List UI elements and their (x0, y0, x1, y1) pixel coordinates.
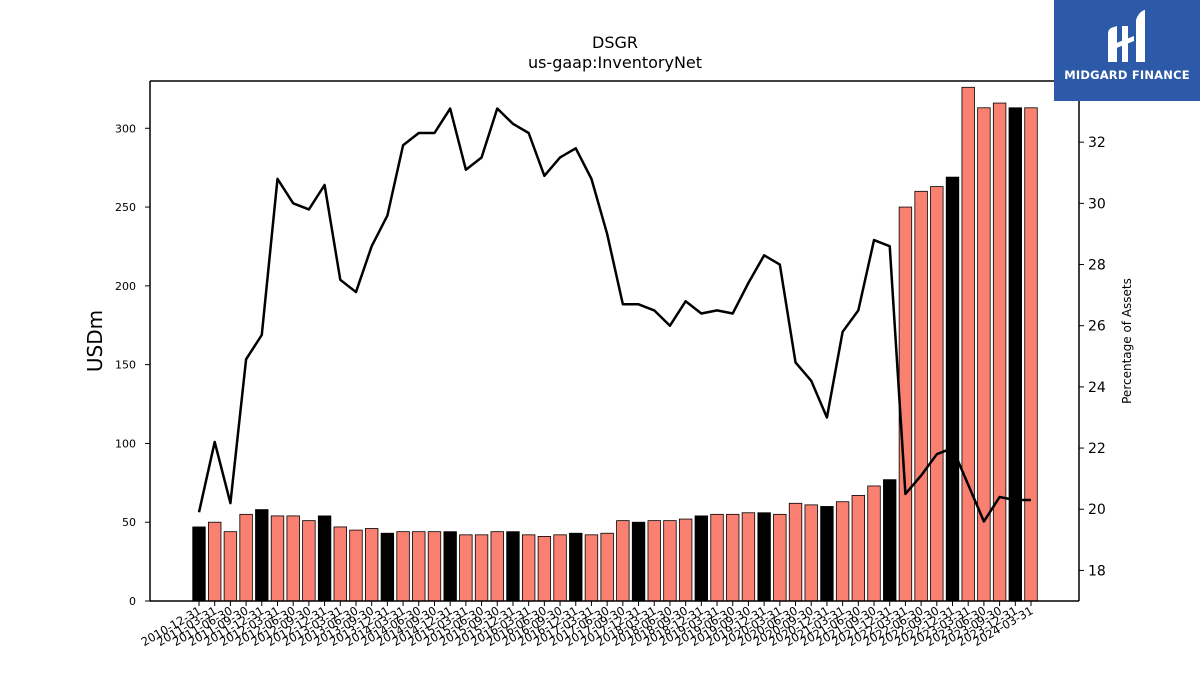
bar (898, 206, 913, 602)
y-tick-label: 250 (115, 201, 136, 214)
bar (616, 520, 630, 602)
y2-tick-label: 24 (1088, 380, 1106, 396)
chart-title: DSGR (592, 33, 638, 52)
y2-tick-label: 32 (1088, 135, 1106, 151)
y-tick-label: 100 (115, 437, 136, 450)
bar (945, 176, 960, 602)
bar (710, 513, 724, 602)
bar (459, 534, 473, 602)
bar (930, 186, 944, 602)
bar (537, 535, 552, 602)
line-series (197, 107, 1031, 523)
y2-tick-label: 18 (1088, 563, 1106, 579)
bar (773, 513, 787, 602)
bar (883, 479, 897, 602)
bar (302, 520, 316, 602)
bar (569, 532, 583, 602)
bar (474, 534, 489, 602)
y2-tick-label: 20 (1088, 502, 1106, 518)
y2-tick-label: 22 (1088, 441, 1106, 457)
bar (443, 531, 457, 602)
bar (788, 502, 803, 602)
y2-tick-label: 30 (1088, 196, 1106, 212)
right-axis-ticks: 18 20 22 24 26 28 30 32 (1079, 135, 1106, 579)
bar (663, 520, 677, 602)
left-axis-ticks: 0 50 100 150 200 250 300 (115, 122, 150, 608)
line-path (197, 107, 1031, 523)
bar (223, 531, 238, 602)
bar (961, 86, 975, 602)
bar (427, 531, 442, 602)
y-tick-label: 300 (115, 122, 136, 135)
bar (977, 107, 991, 602)
bar (694, 515, 709, 602)
bar (192, 526, 206, 602)
bar (631, 521, 646, 602)
brand-logo: MIDGARD FINANCE (1054, 0, 1200, 101)
logo-text: MIDGARD FINANCE (1064, 68, 1190, 82)
bar (820, 506, 834, 602)
bar (255, 509, 269, 602)
bar (317, 515, 332, 602)
bar (914, 190, 928, 602)
bar (600, 532, 614, 602)
bar (726, 513, 740, 602)
bar (490, 531, 504, 602)
bar (757, 512, 771, 602)
bar (380, 532, 395, 602)
y2-tick-label: 28 (1088, 258, 1106, 274)
bar (553, 534, 567, 602)
logo-mark-icon (1108, 10, 1145, 62)
bar (741, 512, 756, 602)
y-tick-label: 200 (115, 280, 136, 293)
y-tick-label: 50 (122, 516, 136, 529)
bar (584, 534, 599, 602)
axes (149, 80, 1080, 602)
bar (333, 526, 347, 602)
bar (270, 515, 285, 602)
bar (851, 495, 865, 602)
y-axis-label: USDm (83, 310, 107, 372)
bar (647, 520, 661, 602)
y-tick-label: 0 (129, 595, 136, 608)
bar (1008, 107, 1022, 602)
x-axis-ticks: 2010-12-312011-03-312011-06-302011-09-30… (139, 601, 1036, 649)
bar (349, 529, 363, 602)
y2-axis-label: Percentage of Assets (1120, 278, 1134, 404)
bar (521, 534, 536, 602)
bar (1024, 107, 1038, 602)
bar (412, 531, 426, 602)
y2-tick-label: 26 (1088, 319, 1106, 335)
bar-series (192, 86, 1038, 602)
bar (992, 102, 1007, 602)
bar (867, 485, 881, 602)
bar (239, 513, 253, 602)
bar (678, 518, 693, 602)
bar (208, 521, 222, 602)
bar (804, 504, 818, 602)
y-tick-label: 150 (115, 359, 136, 372)
bar (506, 531, 520, 602)
bar (835, 501, 850, 602)
bar (286, 515, 300, 602)
bar (396, 531, 410, 602)
chart-subtitle: us-gaap:InventoryNet (528, 53, 702, 72)
bar (364, 528, 379, 602)
